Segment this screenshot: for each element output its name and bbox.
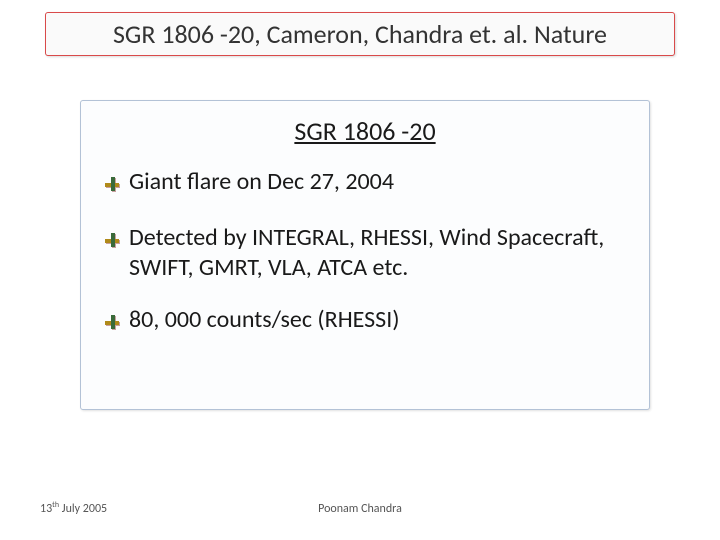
bullet-text: Detected by INTEGRAL, RHESSI, Wind Space… (129, 223, 627, 283)
content-box: SGR 1806 -20 Giant flare on Dec 27, 2004… (80, 100, 650, 410)
plus-bullet-icon (103, 171, 121, 201)
plus-bullet-icon (103, 227, 121, 257)
bullet-text: 80, 000 counts/sec (RHESSI) (129, 305, 627, 335)
content-subtitle: SGR 1806 -20 (103, 115, 627, 147)
footer-author: Poonam Chandra (0, 502, 720, 516)
bullet-text: Giant flare on Dec 27, 2004 (129, 167, 627, 197)
plus-bullet-icon (103, 309, 121, 339)
bullet-item: Giant flare on Dec 27, 2004 (103, 167, 627, 201)
slide-title: SGR 1806 -20, Cameron, Chandra et. al. N… (113, 18, 607, 50)
bullet-item: 80, 000 counts/sec (RHESSI) (103, 305, 627, 339)
bullet-item: Detected by INTEGRAL, RHESSI, Wind Space… (103, 223, 627, 283)
title-box: SGR 1806 -20, Cameron, Chandra et. al. N… (45, 12, 675, 56)
